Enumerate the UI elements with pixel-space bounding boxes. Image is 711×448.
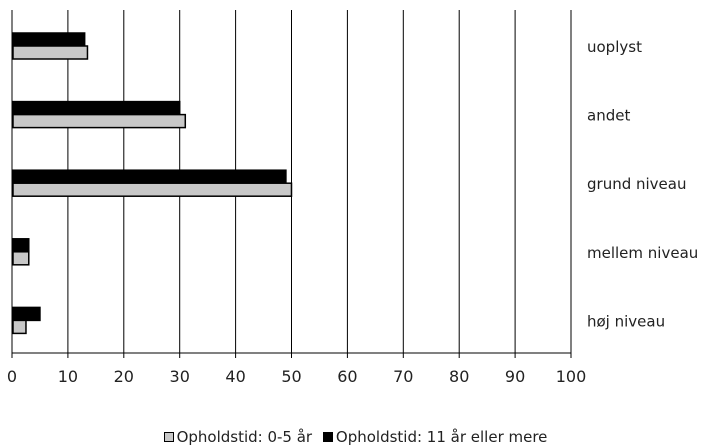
bar-11-plus-grund-niveau: [12, 169, 287, 184]
x-tick-label-50: 50: [281, 367, 301, 386]
legend-label-11-plus-years: Opholdstid: 11 år eller mere: [335, 428, 548, 446]
legend-item-0-5-years: Opholdstid: 0-5 år: [163, 428, 313, 446]
x-tick-label-70: 70: [393, 367, 413, 386]
bar-0-5-andet: [12, 113, 187, 129]
legend-swatch-0-5-years: [163, 432, 174, 442]
legend-item-11-plus-years: Opholdstid: 11 år eller mere: [322, 428, 548, 446]
legend: Opholdstid: 0-5 år Opholdstid: 11 år ell…: [0, 428, 711, 446]
x-axis: 0 10 20 30 40 50 60 70 80 90 100: [7, 352, 587, 386]
bar-11-plus-uoplyst: [12, 32, 86, 47]
x-tick-label-0: 0: [7, 367, 17, 386]
bar-0-5-mellem-niveau: [12, 251, 30, 266]
x-tick-label-20: 20: [114, 367, 134, 386]
category-label-andet: andet: [587, 107, 630, 125]
bar-0-5-grund-niveau: [12, 182, 293, 197]
bar-11-plus-høj-niveau: [12, 306, 41, 322]
legend-label-0-5-years: Opholdstid: 0-5 år: [176, 428, 313, 446]
x-tick-label-40: 40: [225, 367, 245, 386]
bar-11-plus-mellem-niveau: [12, 238, 30, 253]
x-tick-label-100: 100: [556, 367, 587, 386]
x-tick-label-90: 90: [505, 367, 525, 386]
x-tick-label-80: 80: [449, 367, 469, 386]
bar-0-5-høj-niveau: [12, 319, 27, 335]
bar-11-plus-andet: [12, 100, 181, 116]
x-tick-label-60: 60: [337, 367, 357, 386]
category-label-høj-niveau: høj niveau: [587, 312, 665, 330]
category-label-grund-niveau: grund niveau: [587, 175, 686, 193]
legend-swatch-11-plus-years: [322, 432, 333, 442]
bar-0-5-uoplyst: [12, 45, 89, 60]
bars: [12, 32, 293, 335]
category-labels: uoplyst andet grund niveau mellem niveau høj…: [587, 38, 698, 330]
category-label-mellem-niveau: mellem niveau: [587, 244, 698, 262]
x-tick-label-30: 30: [170, 367, 190, 386]
category-label-uoplyst: uoplyst: [587, 38, 642, 56]
x-tick-label-10: 10: [58, 367, 78, 386]
